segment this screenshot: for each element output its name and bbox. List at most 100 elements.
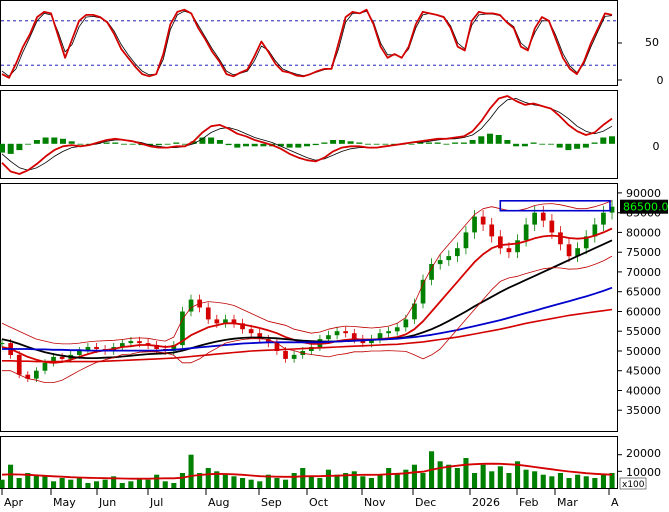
macd-histogram-bar	[112, 142, 119, 144]
price-panel	[0, 199, 615, 384]
volume-bar	[283, 479, 289, 488]
volume-bar	[497, 466, 503, 488]
volume-panel-frame	[0, 436, 618, 489]
volume-bar	[68, 479, 74, 488]
volume-bar	[343, 473, 349, 488]
price-ma100-line	[2, 286, 613, 352]
macd-histogram-bar	[548, 143, 554, 145]
macd-histogram-bar	[565, 143, 572, 151]
volume-bar	[377, 474, 383, 488]
macd-panel	[0, 95, 615, 175]
macd-histogram-bar	[199, 137, 206, 144]
volume-panel	[0, 451, 622, 488]
volume-bar	[8, 464, 14, 488]
volume-y-axis: 20000 10000 x100	[619, 447, 661, 490]
price-candle	[498, 236, 503, 249]
price-candle	[515, 240, 520, 253]
macd-histogram-bar	[530, 142, 537, 144]
panel-frames	[0, 0, 618, 489]
price-candle	[257, 333, 263, 340]
volume-bar	[300, 468, 306, 488]
price-tick-label: 90000	[626, 187, 661, 200]
last-price-box	[620, 199, 668, 214]
macd-histogram-bar	[33, 140, 40, 144]
price-candle	[171, 345, 177, 351]
macd-histogram-bar	[164, 143, 171, 145]
price-candle	[558, 232, 563, 245]
x-axis-tick-label: May	[53, 496, 76, 509]
volume-bar	[136, 478, 142, 488]
price-bollinger-lower-line	[2, 255, 613, 384]
macd-histogram-bar	[129, 143, 136, 145]
volume-unit-box	[619, 477, 647, 490]
price-candle	[94, 347, 99, 349]
volume-bar	[583, 476, 589, 488]
price-candle	[42, 362, 48, 371]
x-axis-tick-label: Oct	[309, 496, 329, 509]
stochastic-tick-label: 0	[657, 74, 664, 87]
macd-histogram-bar	[373, 143, 380, 145]
price-candle	[420, 279, 426, 304]
x-axis-tick-label: Nov	[364, 496, 386, 509]
macd-histogram-bar	[60, 138, 66, 144]
price-panel-frame	[0, 183, 618, 432]
macd-histogram-bar	[443, 143, 450, 145]
volume-bar	[532, 471, 538, 488]
volume-bar	[437, 461, 443, 488]
macd-histogram-bar	[460, 142, 467, 144]
x-axis-tick-label: A	[611, 496, 619, 509]
price-tick-label: 35000	[626, 404, 661, 417]
price-candle	[540, 212, 546, 221]
price-candle	[369, 339, 374, 344]
price-tick-label: 75000	[626, 246, 661, 259]
volume-bar	[154, 474, 160, 488]
macd-histogram-bar	[382, 143, 389, 145]
price-candle	[137, 341, 142, 344]
macd-histogram-bar	[513, 143, 520, 147]
last-price-label: 86500.00	[623, 201, 669, 214]
macd-histogram-bar	[582, 143, 589, 148]
price-candle	[523, 224, 529, 241]
macd-histogram-bar	[155, 143, 162, 146]
volume-moving-average-line	[1, 462, 613, 480]
volume-bar	[85, 483, 91, 488]
macd-histogram-bar	[42, 137, 49, 144]
volume-bar	[463, 458, 469, 488]
macd-histogram-bar	[330, 140, 337, 144]
price-candle	[274, 343, 280, 351]
price-candle	[601, 212, 606, 225]
volume-bar	[600, 474, 606, 488]
volume-bar	[0, 479, 5, 488]
volume-bar	[102, 479, 108, 488]
volume-bar	[411, 464, 417, 488]
macd-histogram-bar	[103, 142, 110, 144]
macd-histogram-bar	[243, 143, 249, 147]
macd-histogram-bar	[25, 143, 32, 145]
macd-histogram-bar	[408, 143, 415, 145]
volume-bar	[557, 473, 563, 488]
macd-histogram-bar	[304, 143, 310, 147]
macd-histogram-bar	[182, 143, 188, 145]
price-candle	[231, 319, 237, 324]
macd-histogram-bar	[225, 143, 232, 146]
price-candle	[592, 224, 598, 237]
price-candle	[0, 343, 5, 345]
price-candle	[437, 260, 443, 265]
volume-bar	[575, 474, 581, 488]
macd-histogram-bar	[487, 133, 493, 144]
volume-bar	[248, 479, 254, 488]
price-candle	[343, 331, 348, 334]
volume-unit-label: x100	[622, 480, 645, 490]
macd-histogram-bar	[147, 143, 154, 146]
volume-bar	[188, 454, 194, 488]
x-axis: Apr May Jun Jul Aug Sep Oct Nov Dec 2026 Feb Mar A	[1, 489, 619, 509]
macd-histogram-bar	[539, 143, 546, 145]
volume-bar	[515, 461, 521, 488]
volume-bar	[523, 469, 529, 488]
price-candle	[429, 264, 434, 280]
price-candle	[583, 236, 589, 249]
price-candle	[85, 347, 91, 351]
macd-histogram-bar	[574, 143, 581, 149]
macd-histogram-bar	[216, 140, 223, 144]
volume-bar	[386, 468, 392, 488]
